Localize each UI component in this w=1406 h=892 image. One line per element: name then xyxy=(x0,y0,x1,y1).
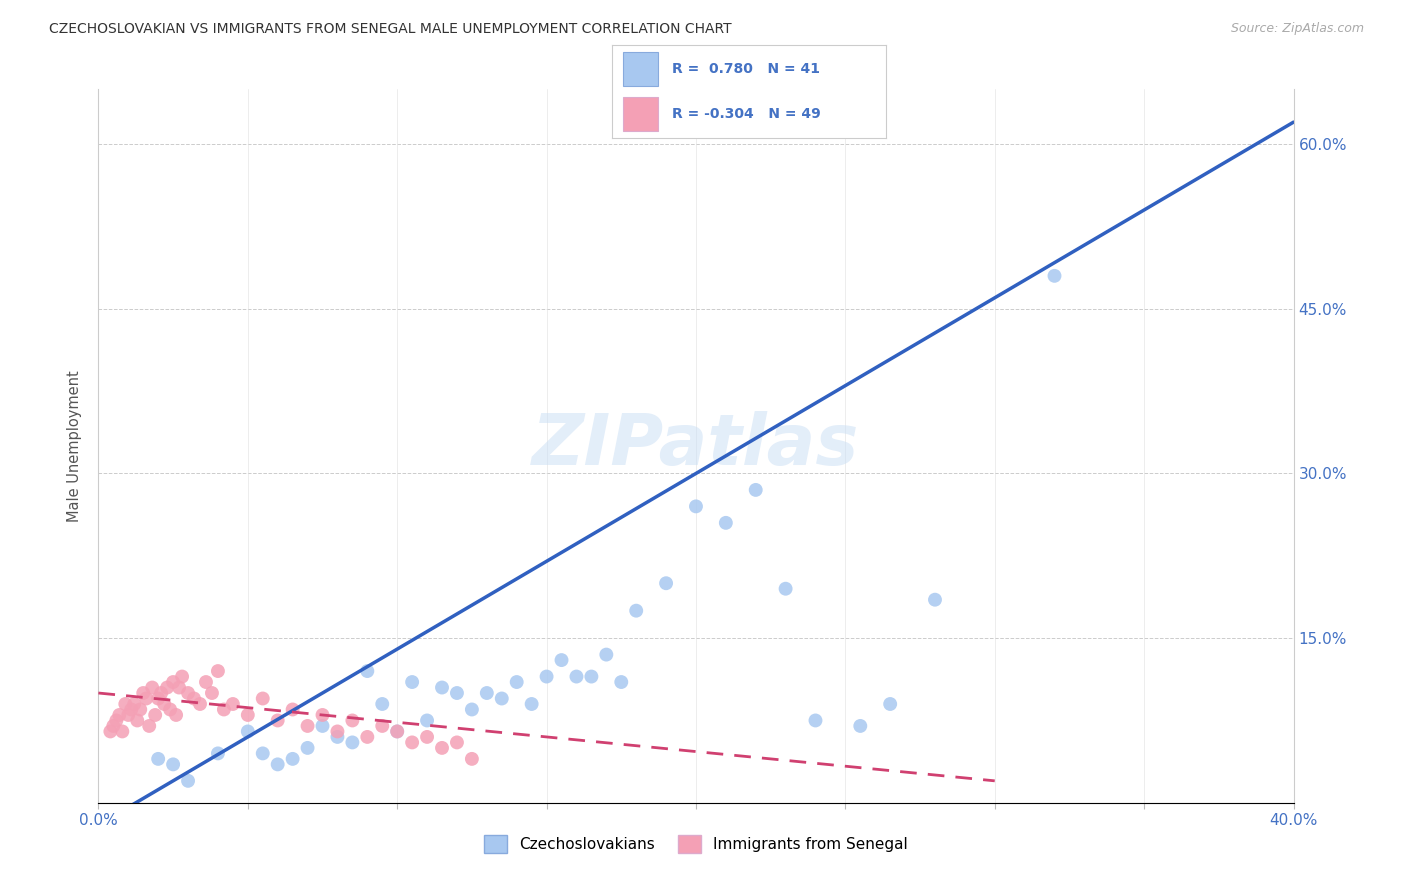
Point xyxy=(565,669,588,683)
Point xyxy=(342,735,364,749)
Point xyxy=(201,686,224,700)
Point xyxy=(177,773,200,788)
Bar xyxy=(623,52,658,86)
Point xyxy=(610,675,633,690)
Legend: Czechoslovakians, Immigrants from Senegal: Czechoslovakians, Immigrants from Senega… xyxy=(478,829,914,859)
Point xyxy=(446,735,468,749)
Point xyxy=(207,664,229,678)
Point xyxy=(430,740,453,755)
Point xyxy=(148,752,170,766)
Point xyxy=(506,675,529,690)
Point xyxy=(188,697,211,711)
Point xyxy=(143,708,166,723)
Point xyxy=(430,681,453,695)
Point xyxy=(342,714,364,728)
Point xyxy=(111,724,134,739)
Point xyxy=(127,714,149,728)
Point xyxy=(135,691,157,706)
Point xyxy=(212,702,235,716)
Point xyxy=(236,708,259,723)
Point xyxy=(141,681,163,695)
Point xyxy=(167,681,190,695)
Point xyxy=(685,500,707,514)
Point xyxy=(108,708,131,723)
Bar xyxy=(623,97,658,131)
Point xyxy=(120,702,142,716)
Point xyxy=(297,719,319,733)
Point xyxy=(165,708,187,723)
Point xyxy=(446,686,468,700)
Point xyxy=(520,697,543,711)
Point xyxy=(655,576,678,591)
Point xyxy=(156,681,179,695)
Point xyxy=(222,697,245,711)
Point xyxy=(159,702,181,716)
Point xyxy=(581,669,603,683)
Y-axis label: Male Unemployment: Male Unemployment xyxy=(67,370,83,522)
Point xyxy=(162,757,184,772)
Point xyxy=(132,686,155,700)
Point xyxy=(311,719,333,733)
Text: Source: ZipAtlas.com: Source: ZipAtlas.com xyxy=(1230,22,1364,36)
Point xyxy=(267,757,290,772)
Point xyxy=(714,516,737,530)
Point xyxy=(491,691,513,706)
Point xyxy=(267,714,290,728)
Point xyxy=(804,714,827,728)
Point xyxy=(207,747,229,761)
Point xyxy=(162,675,184,690)
Point xyxy=(356,730,378,744)
Point xyxy=(401,675,423,690)
Text: ZIPatlas: ZIPatlas xyxy=(533,411,859,481)
Point xyxy=(105,714,128,728)
Point xyxy=(153,697,176,711)
Point xyxy=(371,719,394,733)
Point xyxy=(924,592,946,607)
Point xyxy=(849,719,872,733)
Point xyxy=(326,730,349,744)
Point xyxy=(461,752,484,766)
Point xyxy=(475,686,498,700)
Point xyxy=(252,747,274,761)
Text: R =  0.780   N = 41: R = 0.780 N = 41 xyxy=(672,62,820,76)
Point xyxy=(775,582,797,596)
Point xyxy=(385,724,409,739)
Point xyxy=(385,724,409,739)
Point xyxy=(401,735,423,749)
Text: R = -0.304   N = 49: R = -0.304 N = 49 xyxy=(672,107,821,121)
Point xyxy=(114,697,136,711)
Point xyxy=(183,691,205,706)
Point xyxy=(124,697,146,711)
Point xyxy=(416,730,439,744)
Point xyxy=(416,714,439,728)
Point xyxy=(129,702,152,716)
Point xyxy=(626,604,648,618)
Point xyxy=(371,697,394,711)
Point xyxy=(138,719,160,733)
Point xyxy=(195,675,218,690)
Point xyxy=(879,697,901,711)
Point xyxy=(252,691,274,706)
Point xyxy=(297,740,319,755)
Point xyxy=(281,702,304,716)
Point xyxy=(536,669,558,683)
Point xyxy=(281,752,304,766)
Point xyxy=(550,653,572,667)
Point xyxy=(117,708,139,723)
Point xyxy=(100,724,122,739)
Point xyxy=(172,669,194,683)
Point xyxy=(745,483,768,497)
Point xyxy=(326,724,349,739)
Point xyxy=(356,664,378,678)
Point xyxy=(1043,268,1066,283)
Point xyxy=(595,648,617,662)
Point xyxy=(311,708,333,723)
Point xyxy=(236,724,259,739)
Point xyxy=(103,719,125,733)
Point xyxy=(177,686,200,700)
Point xyxy=(148,691,170,706)
Point xyxy=(461,702,484,716)
Text: CZECHOSLOVAKIAN VS IMMIGRANTS FROM SENEGAL MALE UNEMPLOYMENT CORRELATION CHART: CZECHOSLOVAKIAN VS IMMIGRANTS FROM SENEG… xyxy=(49,22,733,37)
Point xyxy=(150,686,173,700)
